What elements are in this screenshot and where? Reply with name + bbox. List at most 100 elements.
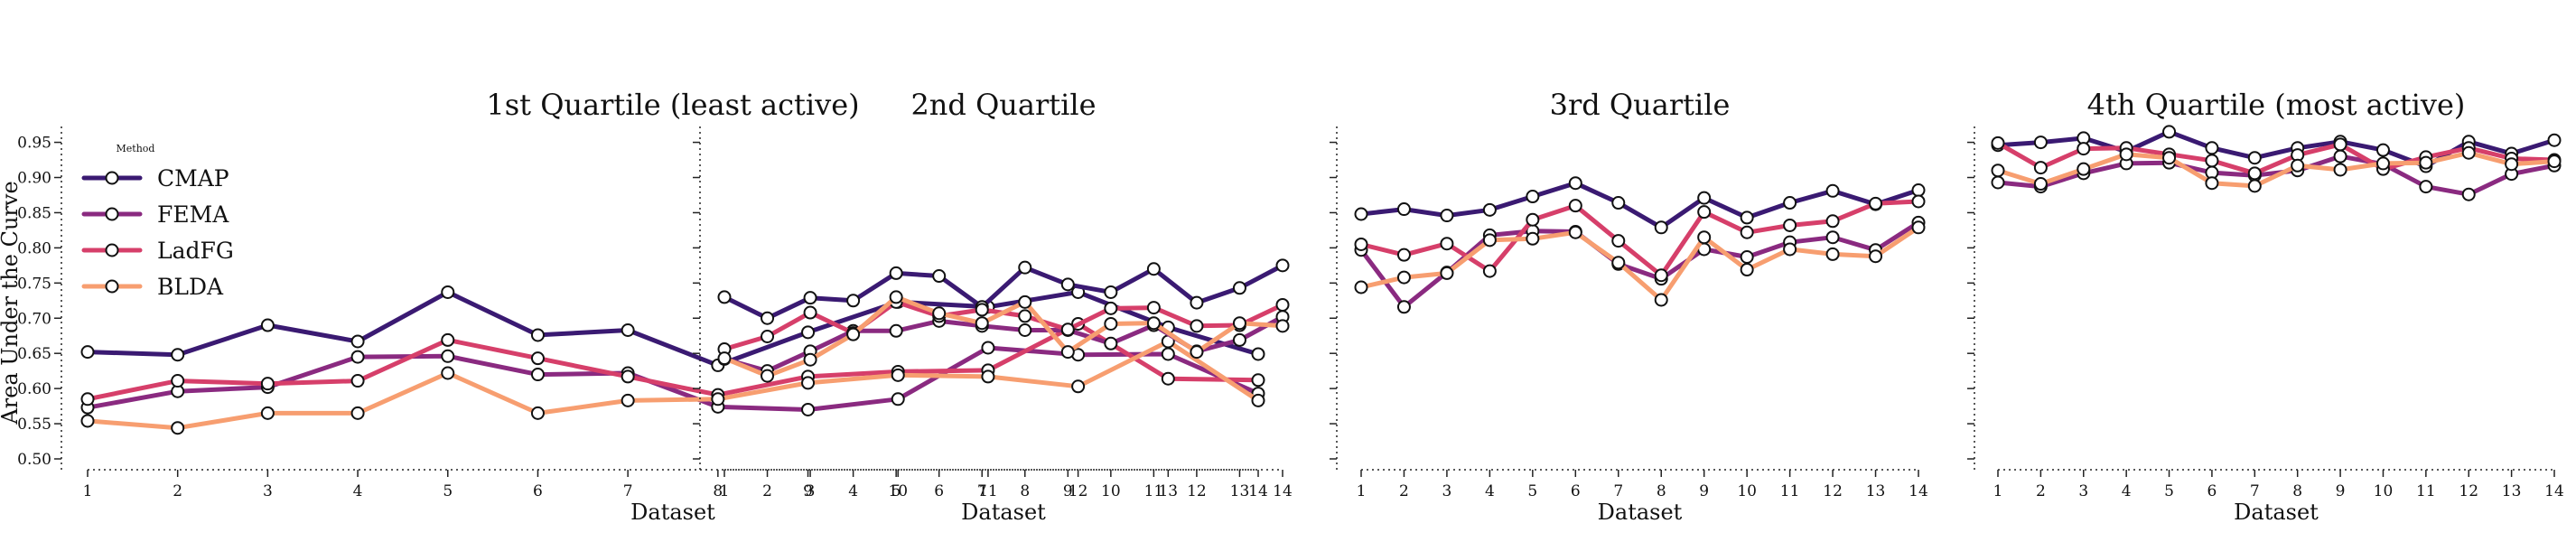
data-point: [2077, 142, 2091, 156]
data-point: [1018, 309, 1032, 323]
data-point: [2205, 176, 2219, 191]
data-point: [2461, 187, 2476, 201]
data-point: [1911, 194, 1926, 209]
legend-label: FEMA: [157, 201, 229, 228]
x-tick-label: 6: [934, 482, 944, 500]
data-point: [1911, 220, 1926, 235]
data-point: [1568, 199, 1582, 213]
data-point: [981, 369, 995, 384]
data-point: [2162, 125, 2177, 139]
y-tick-label: 0.65: [17, 345, 51, 363]
data-point: [761, 369, 775, 383]
data-point: [1911, 183, 1926, 198]
data-point: [350, 334, 365, 349]
x-tick-label: 3: [2078, 482, 2088, 500]
data-point: [801, 402, 816, 416]
data-point: [1232, 281, 1246, 295]
x-tick-label: 14: [2544, 482, 2564, 500]
y-axis-label: Area Under the Curve: [0, 181, 23, 425]
data-point: [2419, 155, 2433, 170]
data-point: [1440, 237, 1454, 251]
x-tick-label: 14: [1273, 482, 1293, 500]
data-point: [1825, 214, 1840, 229]
data-point: [1991, 136, 2005, 150]
data-point: [1991, 164, 2005, 178]
data-point: [350, 406, 365, 420]
data-point: [1275, 297, 1290, 312]
data-point: [1104, 301, 1118, 315]
y-tick-label: 0.75: [17, 275, 51, 293]
data-point: [1354, 280, 1368, 294]
data-point: [2119, 147, 2133, 162]
x-tick-label: 13: [2502, 482, 2522, 500]
data-point: [1251, 393, 1265, 407]
data-point: [1825, 247, 1840, 261]
x-tick-label: 2: [2036, 482, 2046, 500]
data-point: [2033, 177, 2048, 192]
x-tick-label: 4: [1485, 482, 1495, 500]
panel-title: 4th Quartile (most active): [2087, 88, 2466, 122]
data-point: [975, 316, 989, 331]
data-point: [1991, 175, 2005, 190]
legend-label: CMAP: [157, 165, 229, 192]
x-tick-label: 13: [1230, 482, 1250, 500]
data-point: [2247, 151, 2262, 165]
legend-title: Method: [117, 143, 155, 154]
data-point: [1697, 205, 1712, 220]
series-line: [1995, 140, 2557, 176]
data-point: [1697, 191, 1712, 205]
panel-title: 2nd Quartile: [910, 88, 1096, 122]
data-point: [711, 392, 725, 406]
data-point: [1396, 270, 1411, 285]
series-line: [1358, 181, 1921, 230]
series-line: [85, 289, 1261, 368]
data-point: [441, 349, 455, 363]
data-point: [1396, 202, 1411, 217]
data-point: [1354, 237, 1368, 251]
x-tick-label: 4: [848, 482, 858, 500]
data-point: [1251, 347, 1265, 361]
data-point: [2205, 141, 2219, 155]
x-axis-label: Dataset: [1598, 500, 1683, 525]
data-point: [171, 374, 185, 388]
data-point: [1611, 234, 1626, 248]
y-tick-label: 0.60: [17, 380, 51, 398]
x-tick-label: 3: [1442, 482, 1452, 500]
data-point: [2505, 157, 2519, 172]
x-tick-label: 12: [1187, 482, 1207, 500]
data-point: [932, 269, 947, 284]
data-point: [1568, 176, 1582, 191]
data-point: [1104, 285, 1118, 299]
data-point: [1740, 210, 1754, 225]
x-tick-label: 10: [1101, 482, 1121, 500]
data-point: [1783, 196, 1797, 210]
data-point: [1190, 345, 1204, 360]
x-tick-label: 8: [713, 482, 723, 500]
data-point: [889, 290, 903, 304]
data-point: [260, 406, 275, 420]
data-point: [1146, 316, 1161, 331]
data-point: [1482, 233, 1497, 248]
x-tick-label: 7: [977, 482, 987, 500]
data-point: [1104, 316, 1118, 331]
data-point: [2162, 151, 2177, 165]
data-point: [1071, 379, 1086, 394]
x-tick-label: 11: [1144, 482, 1164, 500]
data-point: [621, 322, 635, 337]
data-point: [2547, 133, 2562, 147]
series-blda: [717, 290, 1290, 383]
data-point: [1396, 248, 1411, 262]
series-blda: [1354, 220, 1926, 307]
data-point: [621, 369, 635, 384]
data-point: [2333, 137, 2347, 152]
data-point: [981, 341, 995, 355]
data-point: [1526, 212, 1540, 227]
series-blda: [1991, 145, 2562, 193]
x-tick-label: 14: [1909, 482, 1928, 500]
series-ladfg: [1354, 194, 1926, 283]
data-point: [1354, 207, 1368, 221]
data-point: [2461, 145, 2476, 160]
x-tick-label: 2: [173, 482, 182, 500]
x-tick-label: 5: [1527, 482, 1537, 500]
